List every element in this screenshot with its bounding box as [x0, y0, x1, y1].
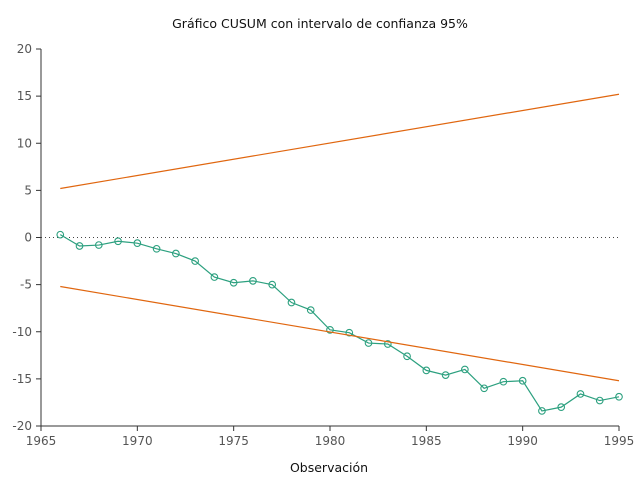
cusum-point — [345, 328, 354, 337]
cusum-point — [210, 273, 219, 281]
cusum-point — [75, 242, 84, 250]
cusum-point — [306, 306, 315, 314]
cusum-point — [557, 403, 566, 412]
cusum-point — [422, 366, 431, 375]
x-tick-label: 1970 — [122, 434, 153, 448]
y-tick-label: -5 — [20, 278, 32, 292]
upper-bound-line — [60, 93, 620, 190]
x-tick-label: 1975 — [218, 434, 249, 448]
y-tick-label: -20 — [12, 419, 32, 433]
y-tick-label: 5 — [24, 183, 32, 197]
cusum-point — [94, 241, 103, 249]
cusum-point — [114, 237, 122, 246]
cusum-point — [152, 244, 161, 253]
y-tick-label: 15 — [17, 89, 32, 103]
x-tick-label: 1985 — [411, 434, 442, 448]
cusum-point — [364, 339, 373, 347]
cusum-point — [133, 239, 142, 248]
cusum-point — [287, 298, 296, 307]
cusum-point — [499, 377, 508, 386]
cusum-point — [191, 257, 199, 265]
cusum-point — [461, 365, 469, 374]
lower-bound-line — [60, 285, 620, 382]
x-tick-label: 1990 — [507, 434, 538, 448]
x-tick-label: 1995 — [604, 434, 635, 448]
cusum-point — [326, 326, 334, 334]
cusum-point — [383, 340, 392, 348]
cusum-point — [56, 230, 65, 239]
cusum-point — [172, 249, 180, 258]
cusum-line — [59, 234, 620, 412]
chart-title: Gráfico CUSUM con intervalo de confianza… — [172, 16, 468, 31]
y-tick-label: 20 — [17, 42, 32, 56]
y-tick-label: -10 — [12, 325, 32, 339]
x-tick-label: 1980 — [315, 434, 346, 448]
cusum-point — [268, 280, 277, 289]
cusum-point — [480, 384, 488, 393]
y-tick-label: 0 — [24, 231, 32, 245]
cusum-point — [595, 396, 604, 405]
y-tick-label: -15 — [12, 372, 32, 386]
y-tick-label: 10 — [17, 136, 32, 150]
cusum-point — [249, 277, 257, 285]
x-tick-label: 1965 — [26, 434, 57, 448]
cusum-point — [576, 390, 585, 398]
x-axis-title: Observación — [290, 460, 368, 475]
cusum-point — [441, 371, 450, 379]
cusum-point — [615, 392, 623, 401]
cusum-point — [403, 352, 411, 361]
cusum-point — [538, 407, 546, 415]
cusum-point — [518, 376, 527, 385]
cusum-point — [229, 278, 238, 287]
